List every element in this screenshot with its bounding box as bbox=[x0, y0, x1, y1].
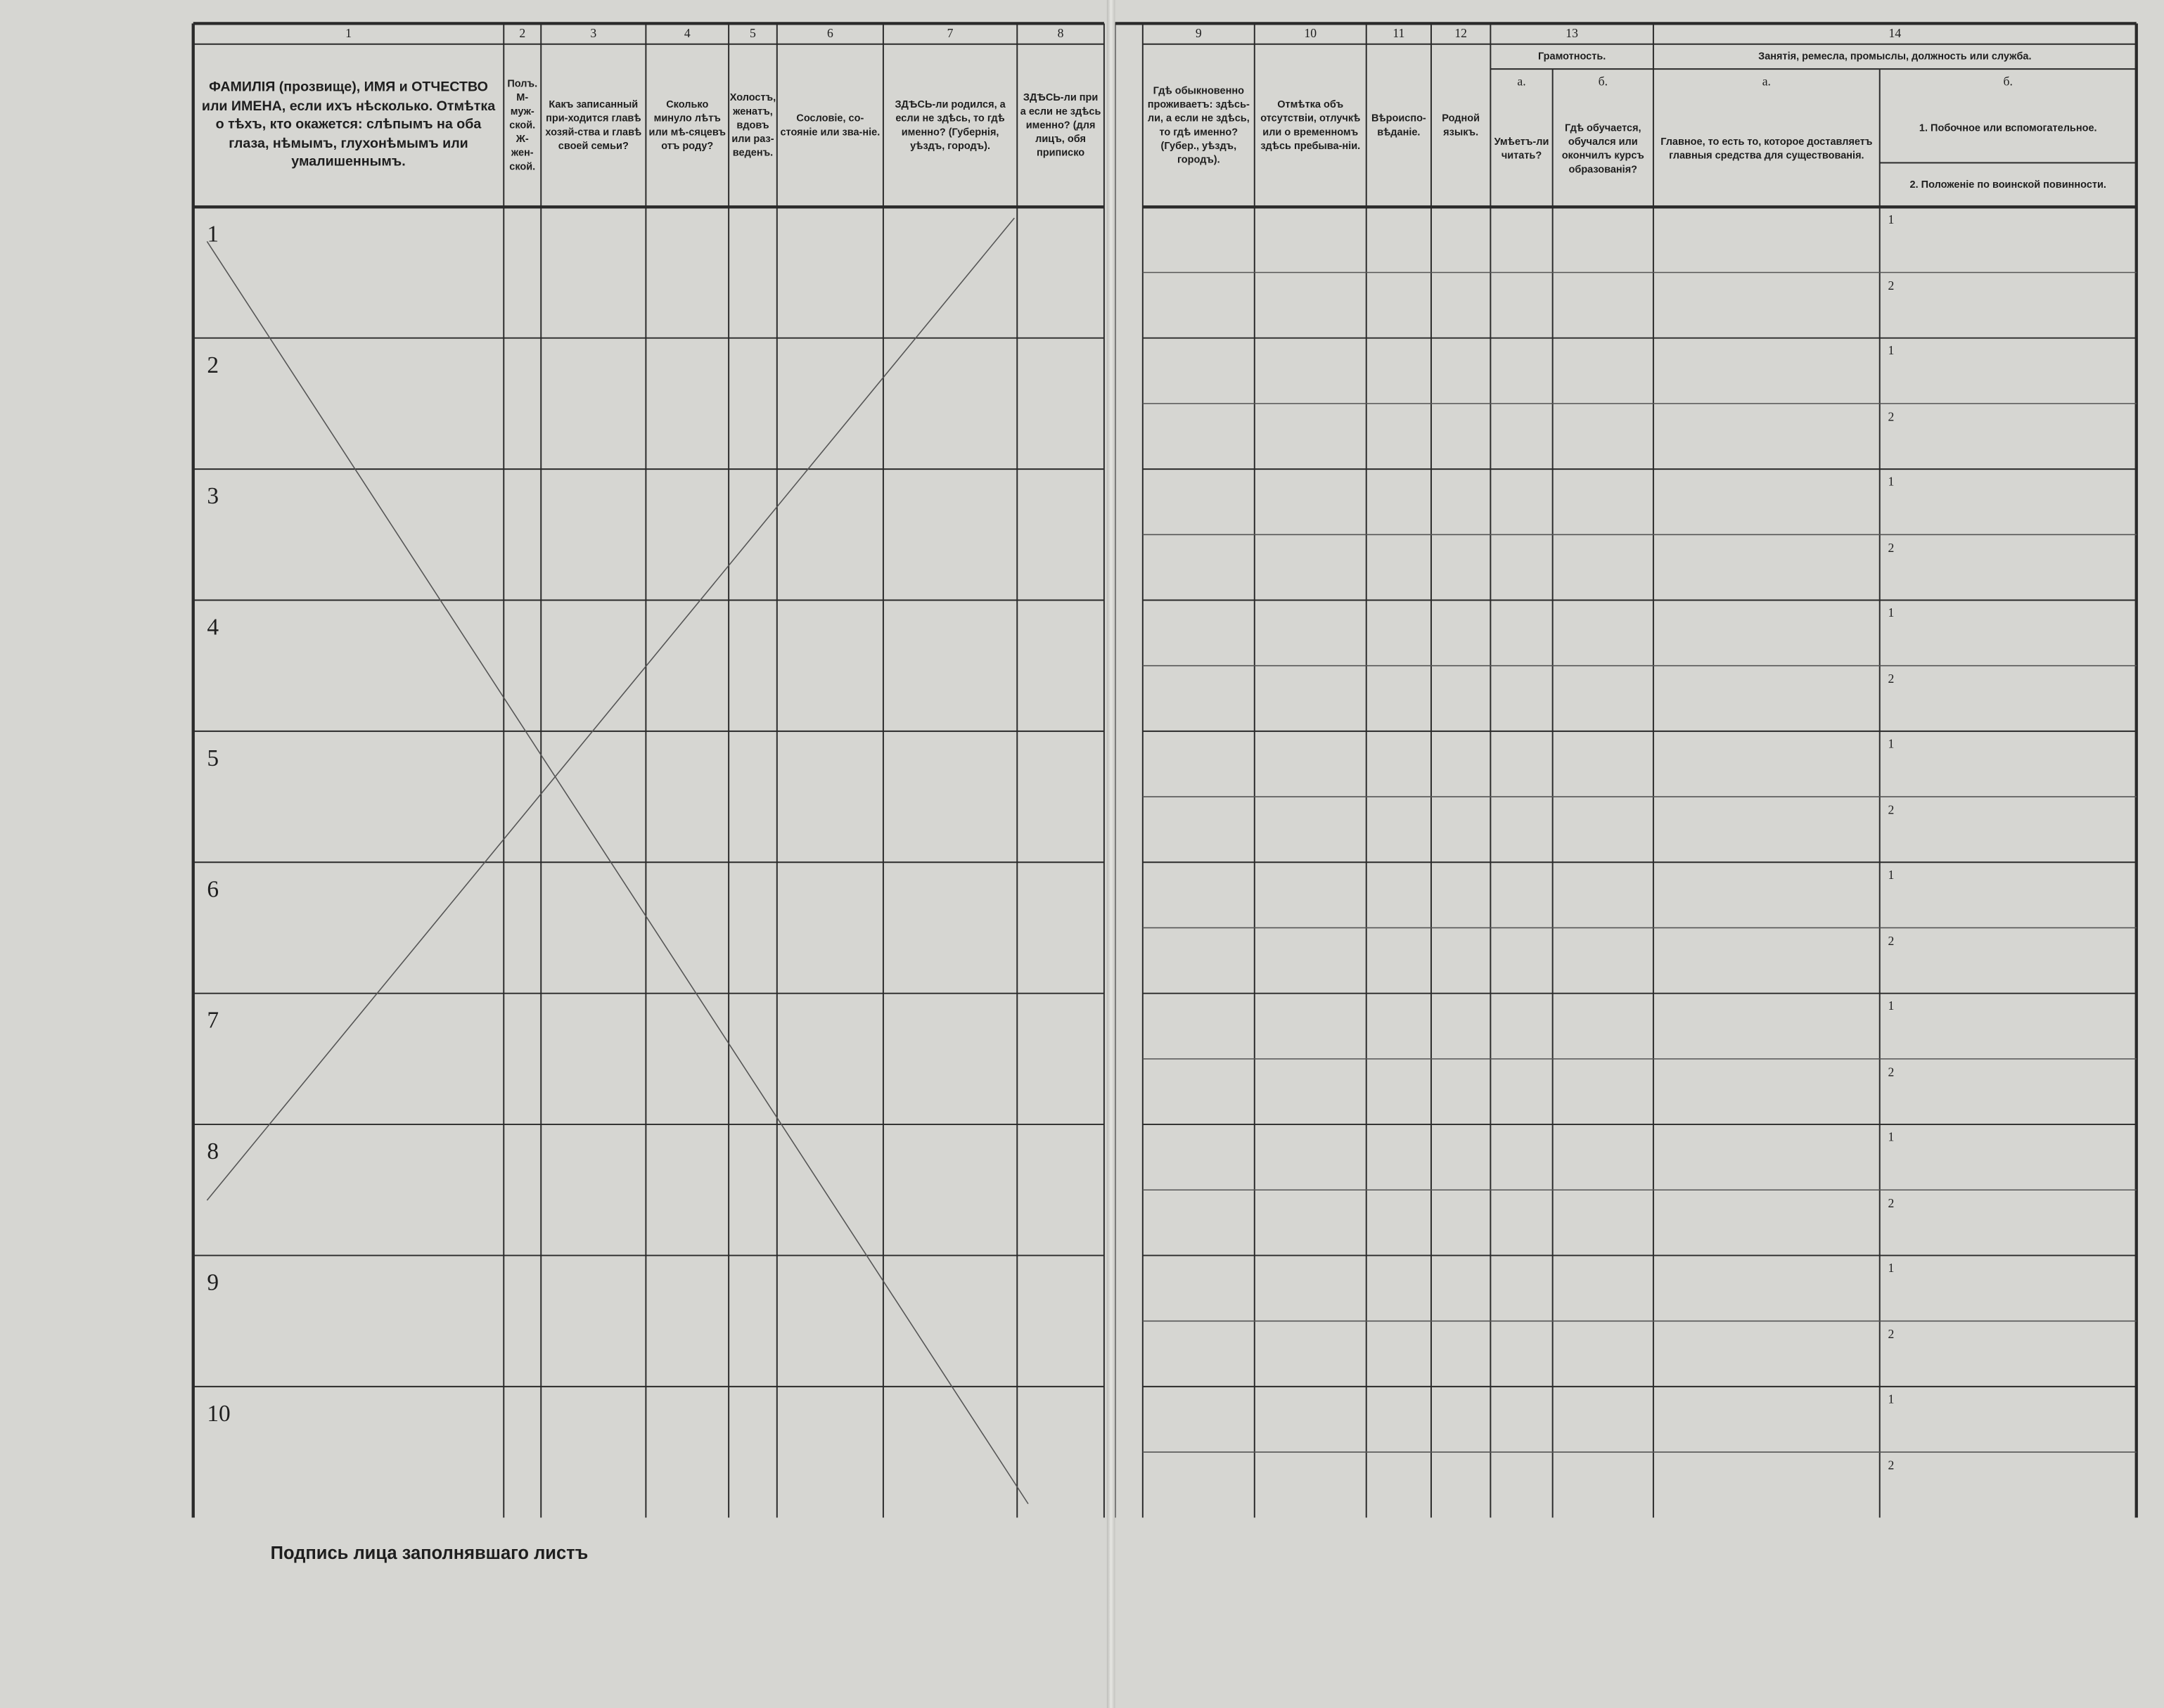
column-header: Холостъ, женатъ, вдовъ или раз-веденъ. bbox=[729, 91, 776, 159]
row-number: 5 bbox=[207, 745, 219, 771]
line-label: 2 bbox=[1888, 409, 1895, 423]
line-label: 1 bbox=[1888, 474, 1895, 489]
line-label: 2 bbox=[1888, 933, 1895, 947]
column-header: Родной языкъ. bbox=[1442, 111, 1480, 139]
column-header: Грамотность. bbox=[1538, 49, 1606, 63]
line-label: 1 bbox=[1888, 605, 1895, 619]
row-number: 9 bbox=[207, 1269, 219, 1296]
row-number: 2 bbox=[207, 352, 219, 378]
line-label: 2 bbox=[1888, 278, 1895, 292]
sub-header: Умѣетъ-ли читать? bbox=[1494, 135, 1549, 162]
cancel-stroke bbox=[206, 240, 1029, 1505]
row-number: 1 bbox=[207, 220, 219, 248]
line-label: 2 bbox=[1888, 802, 1895, 816]
column-number: 13 bbox=[1566, 27, 1578, 41]
line-label: 1 bbox=[1888, 212, 1895, 226]
column-header: ЗДѢСЬ-ли родился, а если не здѣсь, то гд… bbox=[895, 98, 1006, 152]
line-label: 1 bbox=[1888, 1129, 1895, 1144]
column-number: 11 bbox=[1392, 27, 1405, 41]
column-number: 2 bbox=[519, 27, 526, 41]
line-label: 2 bbox=[1888, 1326, 1895, 1341]
sub-letter: а. bbox=[1517, 74, 1526, 89]
sub-letter: а. bbox=[1762, 74, 1771, 89]
row-number: 10 bbox=[207, 1400, 231, 1427]
row-number: 4 bbox=[207, 614, 219, 641]
row-number: 8 bbox=[207, 1138, 219, 1164]
column-header: Занятія, ремесла, промыслы, должность ил… bbox=[1758, 49, 2032, 63]
page-fold bbox=[1106, 0, 1115, 1708]
column-number: 8 bbox=[1057, 27, 1064, 41]
line-label: 1 bbox=[1888, 999, 1895, 1013]
column-number: 12 bbox=[1454, 27, 1467, 41]
sub-header-item: 2. Положеніе по воинской повинности. bbox=[1909, 178, 2106, 191]
sub-header: Гдѣ обучается, обучался или окончилъ кур… bbox=[1561, 121, 1644, 176]
column-number: 10 bbox=[1304, 27, 1317, 41]
column-number: 9 bbox=[1195, 27, 1202, 41]
column-number: 3 bbox=[590, 27, 597, 41]
line-label: 1 bbox=[1888, 868, 1895, 882]
row-number: 3 bbox=[207, 482, 219, 509]
column-number: 1 bbox=[345, 27, 352, 41]
cancel-stroke bbox=[206, 217, 1015, 1201]
column-header: Отмѣтка объ отсутствіи, отлучкѣ или о вр… bbox=[1260, 98, 1361, 152]
sub-header: Главное, то есть то, которое доставляетъ… bbox=[1660, 135, 1873, 162]
column-header: Сколько минуло лѣтъ или мѣ-сяцевъ отъ ро… bbox=[648, 98, 726, 152]
signature-label: Подпись лица заполнявшаго листъ bbox=[270, 1542, 589, 1563]
line-label: 2 bbox=[1888, 1195, 1895, 1209]
column-number: 14 bbox=[1888, 27, 1902, 41]
line-label: 2 bbox=[1888, 1064, 1895, 1079]
column-number: 7 bbox=[947, 27, 954, 41]
line-label: 1 bbox=[1888, 736, 1895, 751]
column-header: ФАМИЛІЯ (прозвище), ИМЯ и ОТЧЕСТВО или И… bbox=[201, 80, 496, 170]
column-number: 5 bbox=[750, 27, 756, 41]
line-label: 1 bbox=[1888, 343, 1895, 358]
column-number: 4 bbox=[684, 27, 691, 41]
line-label: 2 bbox=[1888, 1457, 1895, 1472]
column-number: 6 bbox=[826, 27, 833, 41]
row-number: 7 bbox=[207, 1007, 219, 1034]
column-header: ЗДѢСЬ-ли при а если не здѣсь именно? (дл… bbox=[1020, 91, 1101, 159]
column-header: Какъ записанный при-ходится главѣ хозяй-… bbox=[545, 98, 642, 152]
sub-letter: б. bbox=[2003, 74, 2013, 89]
column-header: Сословіе, со-стояніе или зва-ніе. bbox=[780, 111, 881, 139]
sub-header-item: 1. Побочное или вспомогательное. bbox=[1919, 121, 2097, 134]
row-number: 6 bbox=[207, 875, 219, 903]
line-label: 1 bbox=[1888, 1261, 1895, 1275]
line-label: 2 bbox=[1888, 540, 1895, 554]
line-label: 2 bbox=[1888, 671, 1895, 686]
column-header: Полъ. М-муж-ской. Ж-жен-ской. bbox=[507, 77, 538, 173]
line-label: 1 bbox=[1888, 1392, 1895, 1406]
sub-letter: б. bbox=[1598, 74, 1608, 89]
column-header: Гдѣ обыкновенно проживаетъ: здѣсь-ли, а … bbox=[1147, 84, 1250, 166]
column-header: Вѣроиспо-вѣданіе. bbox=[1371, 111, 1426, 139]
